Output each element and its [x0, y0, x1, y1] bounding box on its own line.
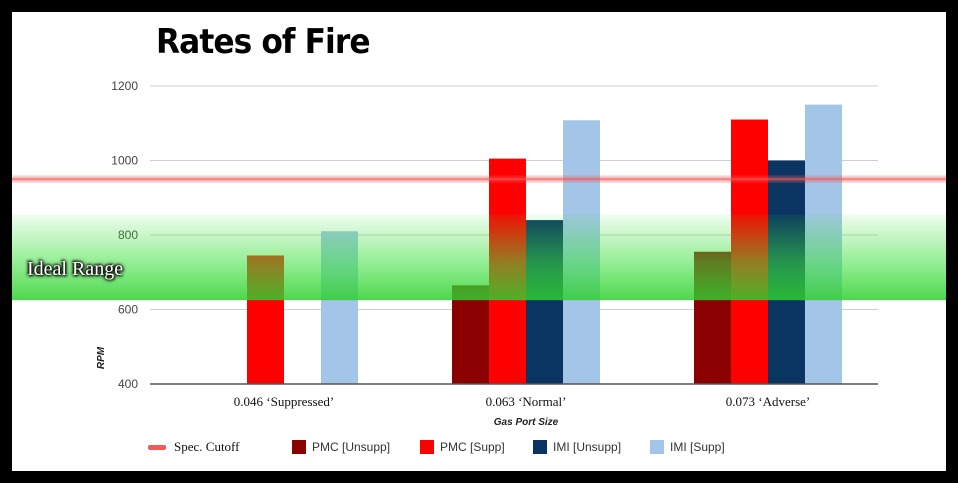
legend-label-pmc-unsupp: PMC [Unsupp] [312, 440, 391, 454]
spec-cutoff-glow [12, 175, 946, 184]
y-tick-label: 1000 [111, 154, 138, 168]
legend-item-imi-supp: IMI [Supp] [650, 436, 725, 458]
legend-label-pmc-supp: PMC [Supp] [440, 440, 505, 454]
x-tick-label: 0.063 ‘Normal’ [486, 394, 567, 409]
legend-label-imi-supp: IMI [Supp] [670, 440, 725, 454]
legend-item-imi-unsupp: IMI [Unsupp] [533, 436, 621, 458]
chart-legend: Spec. Cutoff PMC [Unsupp] PMC [Supp] IMI… [12, 436, 946, 458]
x-axis-label: Gas Port Size [494, 417, 559, 428]
chart-canvas: 40060080010001200 RPM 0.046 ‘Suppressed’… [12, 79, 946, 428]
legend-item-spec-cutoff: Spec. Cutoff [148, 436, 239, 458]
x-tick-label: 0.073 ‘Adverse’ [726, 394, 810, 409]
x-tick-label: 0.046 ‘Suppressed’ [234, 394, 334, 409]
y-tick-label: 400 [118, 377, 138, 391]
chart-title: Rates of Fire [156, 22, 371, 62]
bar-pmc-unsupp [452, 285, 489, 384]
legend-swatch-pmc-unsupp [292, 440, 306, 454]
ideal-range-band [12, 214, 946, 301]
y-tick-label: 600 [118, 303, 138, 317]
ideal-range-label: Ideal Range [27, 258, 124, 280]
legend-label-imi-unsupp: IMI [Unsupp] [553, 440, 622, 454]
legend-item-pmc-unsupp: PMC [Unsupp] [292, 436, 390, 458]
legend-swatch-imi-unsupp [533, 440, 547, 454]
y-axis-label: RPM [96, 346, 107, 369]
legend-swatch-imi-supp [650, 440, 664, 454]
legend-swatch-spec-cutoff [148, 444, 166, 450]
legend-label-spec-cutoff: Spec. Cutoff [174, 439, 240, 454]
legend-swatch-pmc-supp [420, 440, 434, 454]
legend-item-pmc-supp: PMC [Supp] [420, 436, 505, 458]
chart-frame: 40060080010001200 RPM 0.046 ‘Suppressed’… [12, 12, 946, 471]
y-tick-label: 1200 [111, 79, 138, 93]
